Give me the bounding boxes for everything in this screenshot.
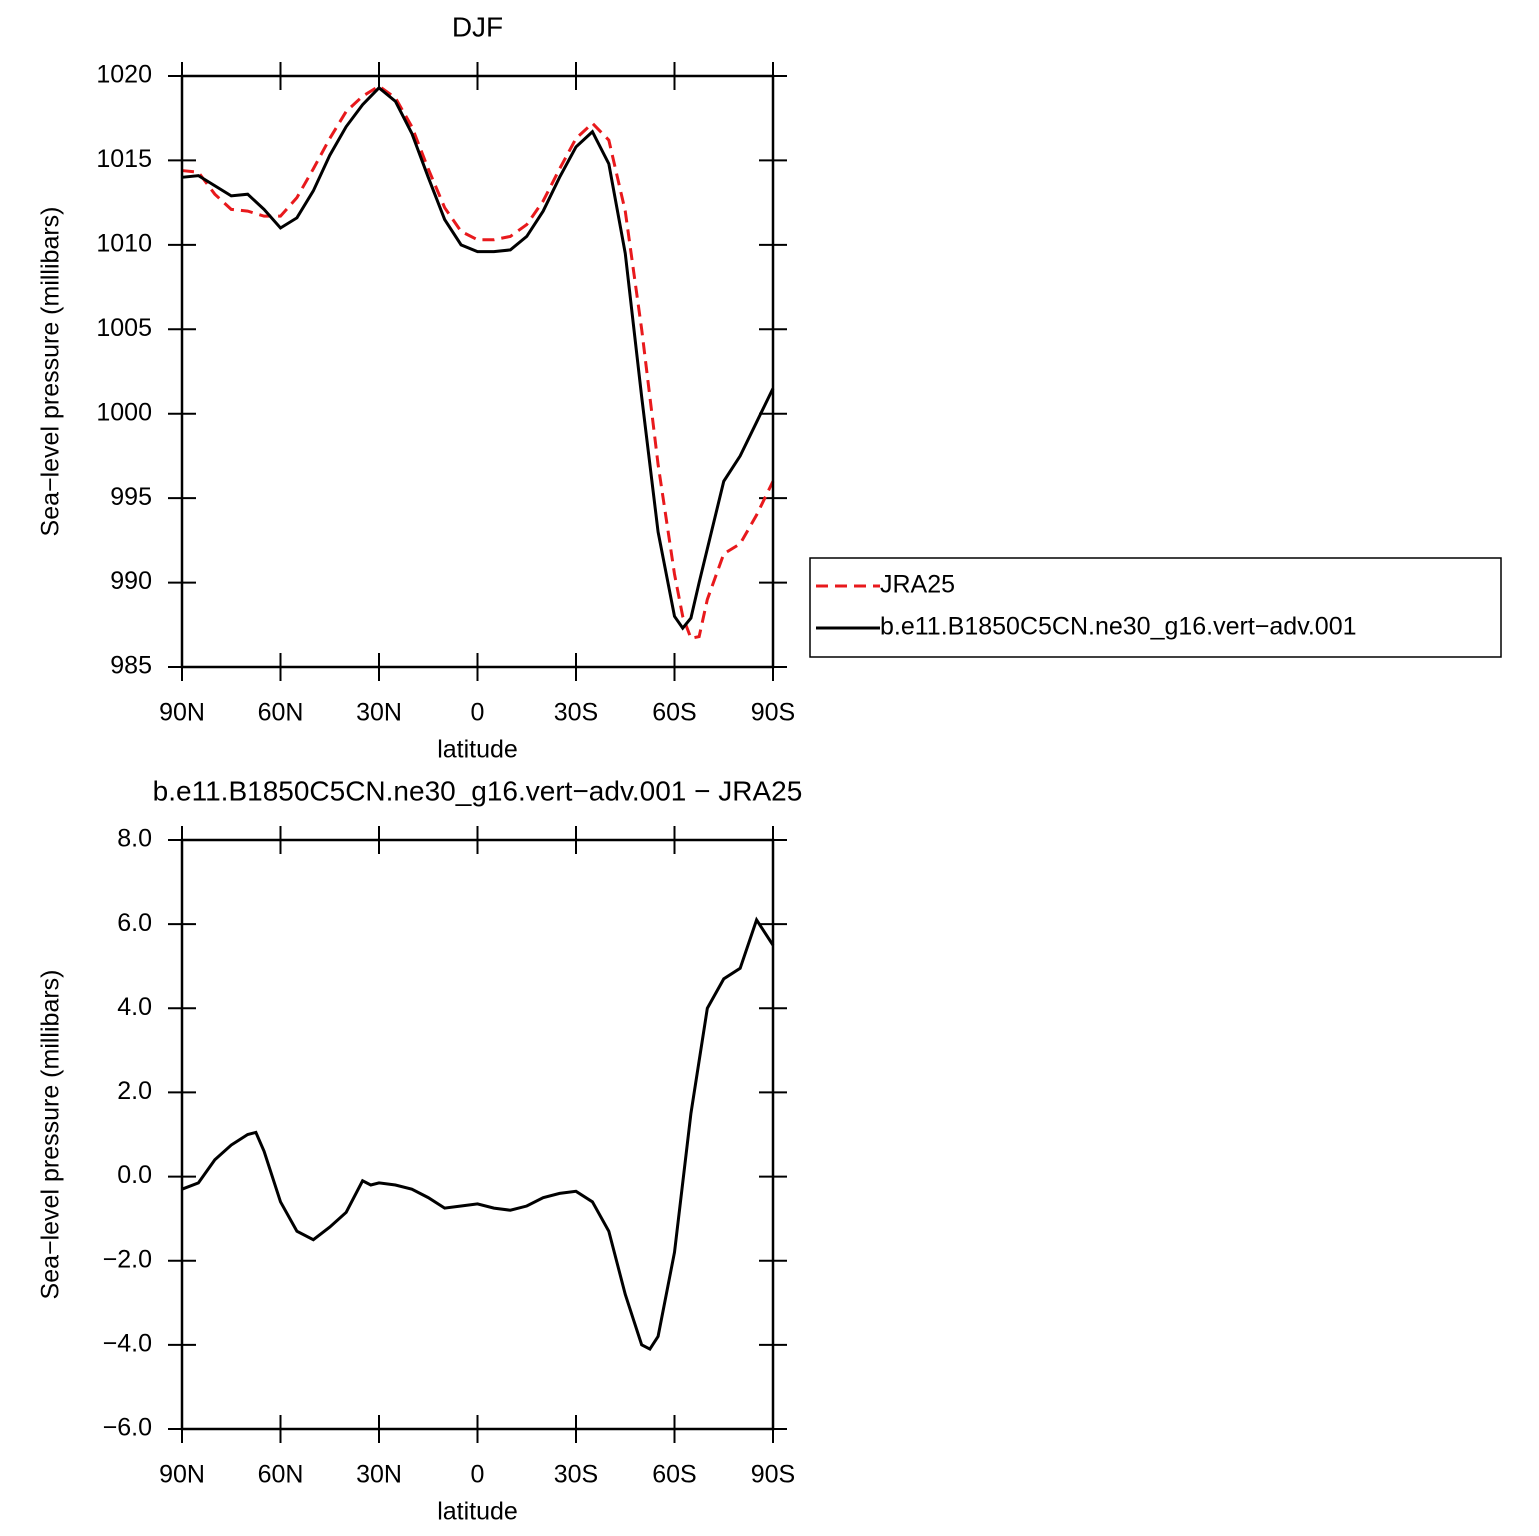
y-tick-label: 6.0 — [117, 909, 152, 937]
series-line — [181, 84, 775, 641]
y-tick-label: 1015 — [96, 145, 152, 173]
legend-label: b.e11.B1850C5CN.ne30_g16.vert−adv.001 — [880, 613, 1357, 641]
x-tick-label: 0 — [471, 699, 485, 727]
legend-box — [809, 557, 1502, 658]
series-line — [181, 916, 775, 1352]
y-axis-label: Sea−level pressure (millibars) — [37, 207, 65, 537]
x-tick-label: 30S — [554, 699, 598, 727]
x-tick-label: 30N — [356, 1461, 402, 1489]
x-tick-label: 90N — [159, 699, 205, 727]
plot-frame — [180, 838, 775, 1431]
x-tick-label: 90S — [751, 1461, 795, 1489]
x-tick-label: 90N — [159, 1461, 205, 1489]
series-line — [181, 85, 775, 631]
y-tick-label: 1020 — [96, 61, 152, 89]
x-tick-label: 60S — [652, 1461, 696, 1489]
y-tick-label: −4.0 — [103, 1329, 152, 1357]
y-tick-label: 8.0 — [117, 825, 152, 853]
x-tick-label: 60N — [258, 699, 304, 727]
y-tick-label: 2.0 — [117, 1077, 152, 1105]
chart-title: DJF — [452, 11, 503, 42]
y-tick-label: 1010 — [96, 229, 152, 257]
legend-label: JRA25 — [880, 571, 955, 599]
y-tick-label: −2.0 — [103, 1245, 152, 1273]
y-tick-label: −6.0 — [103, 1414, 152, 1442]
y-tick-label: 990 — [110, 567, 152, 595]
y-tick-label: 995 — [110, 483, 152, 511]
y-tick-label: 4.0 — [117, 993, 152, 1021]
y-axis-label: Sea−level pressure (millibars) — [37, 970, 65, 1300]
x-tick-label: 0 — [471, 1461, 485, 1489]
y-tick-label: 0.0 — [117, 1161, 152, 1189]
y-tick-label: 1000 — [96, 398, 152, 426]
x-tick-label: 30S — [554, 1461, 598, 1489]
x-tick-label: 90S — [751, 699, 795, 727]
y-tick-label: 985 — [110, 652, 152, 680]
x-axis-label: latitude — [437, 1498, 518, 1526]
y-tick-label: 1005 — [96, 314, 152, 342]
chart-title: b.e11.B1850C5CN.ne30_g16.vert−adv.001 − … — [153, 775, 803, 806]
x-tick-label: 60N — [258, 1461, 304, 1489]
x-tick-label: 60S — [652, 699, 696, 727]
x-axis-label: latitude — [437, 736, 518, 764]
plot-frame — [180, 74, 775, 669]
x-tick-label: 30N — [356, 699, 402, 727]
